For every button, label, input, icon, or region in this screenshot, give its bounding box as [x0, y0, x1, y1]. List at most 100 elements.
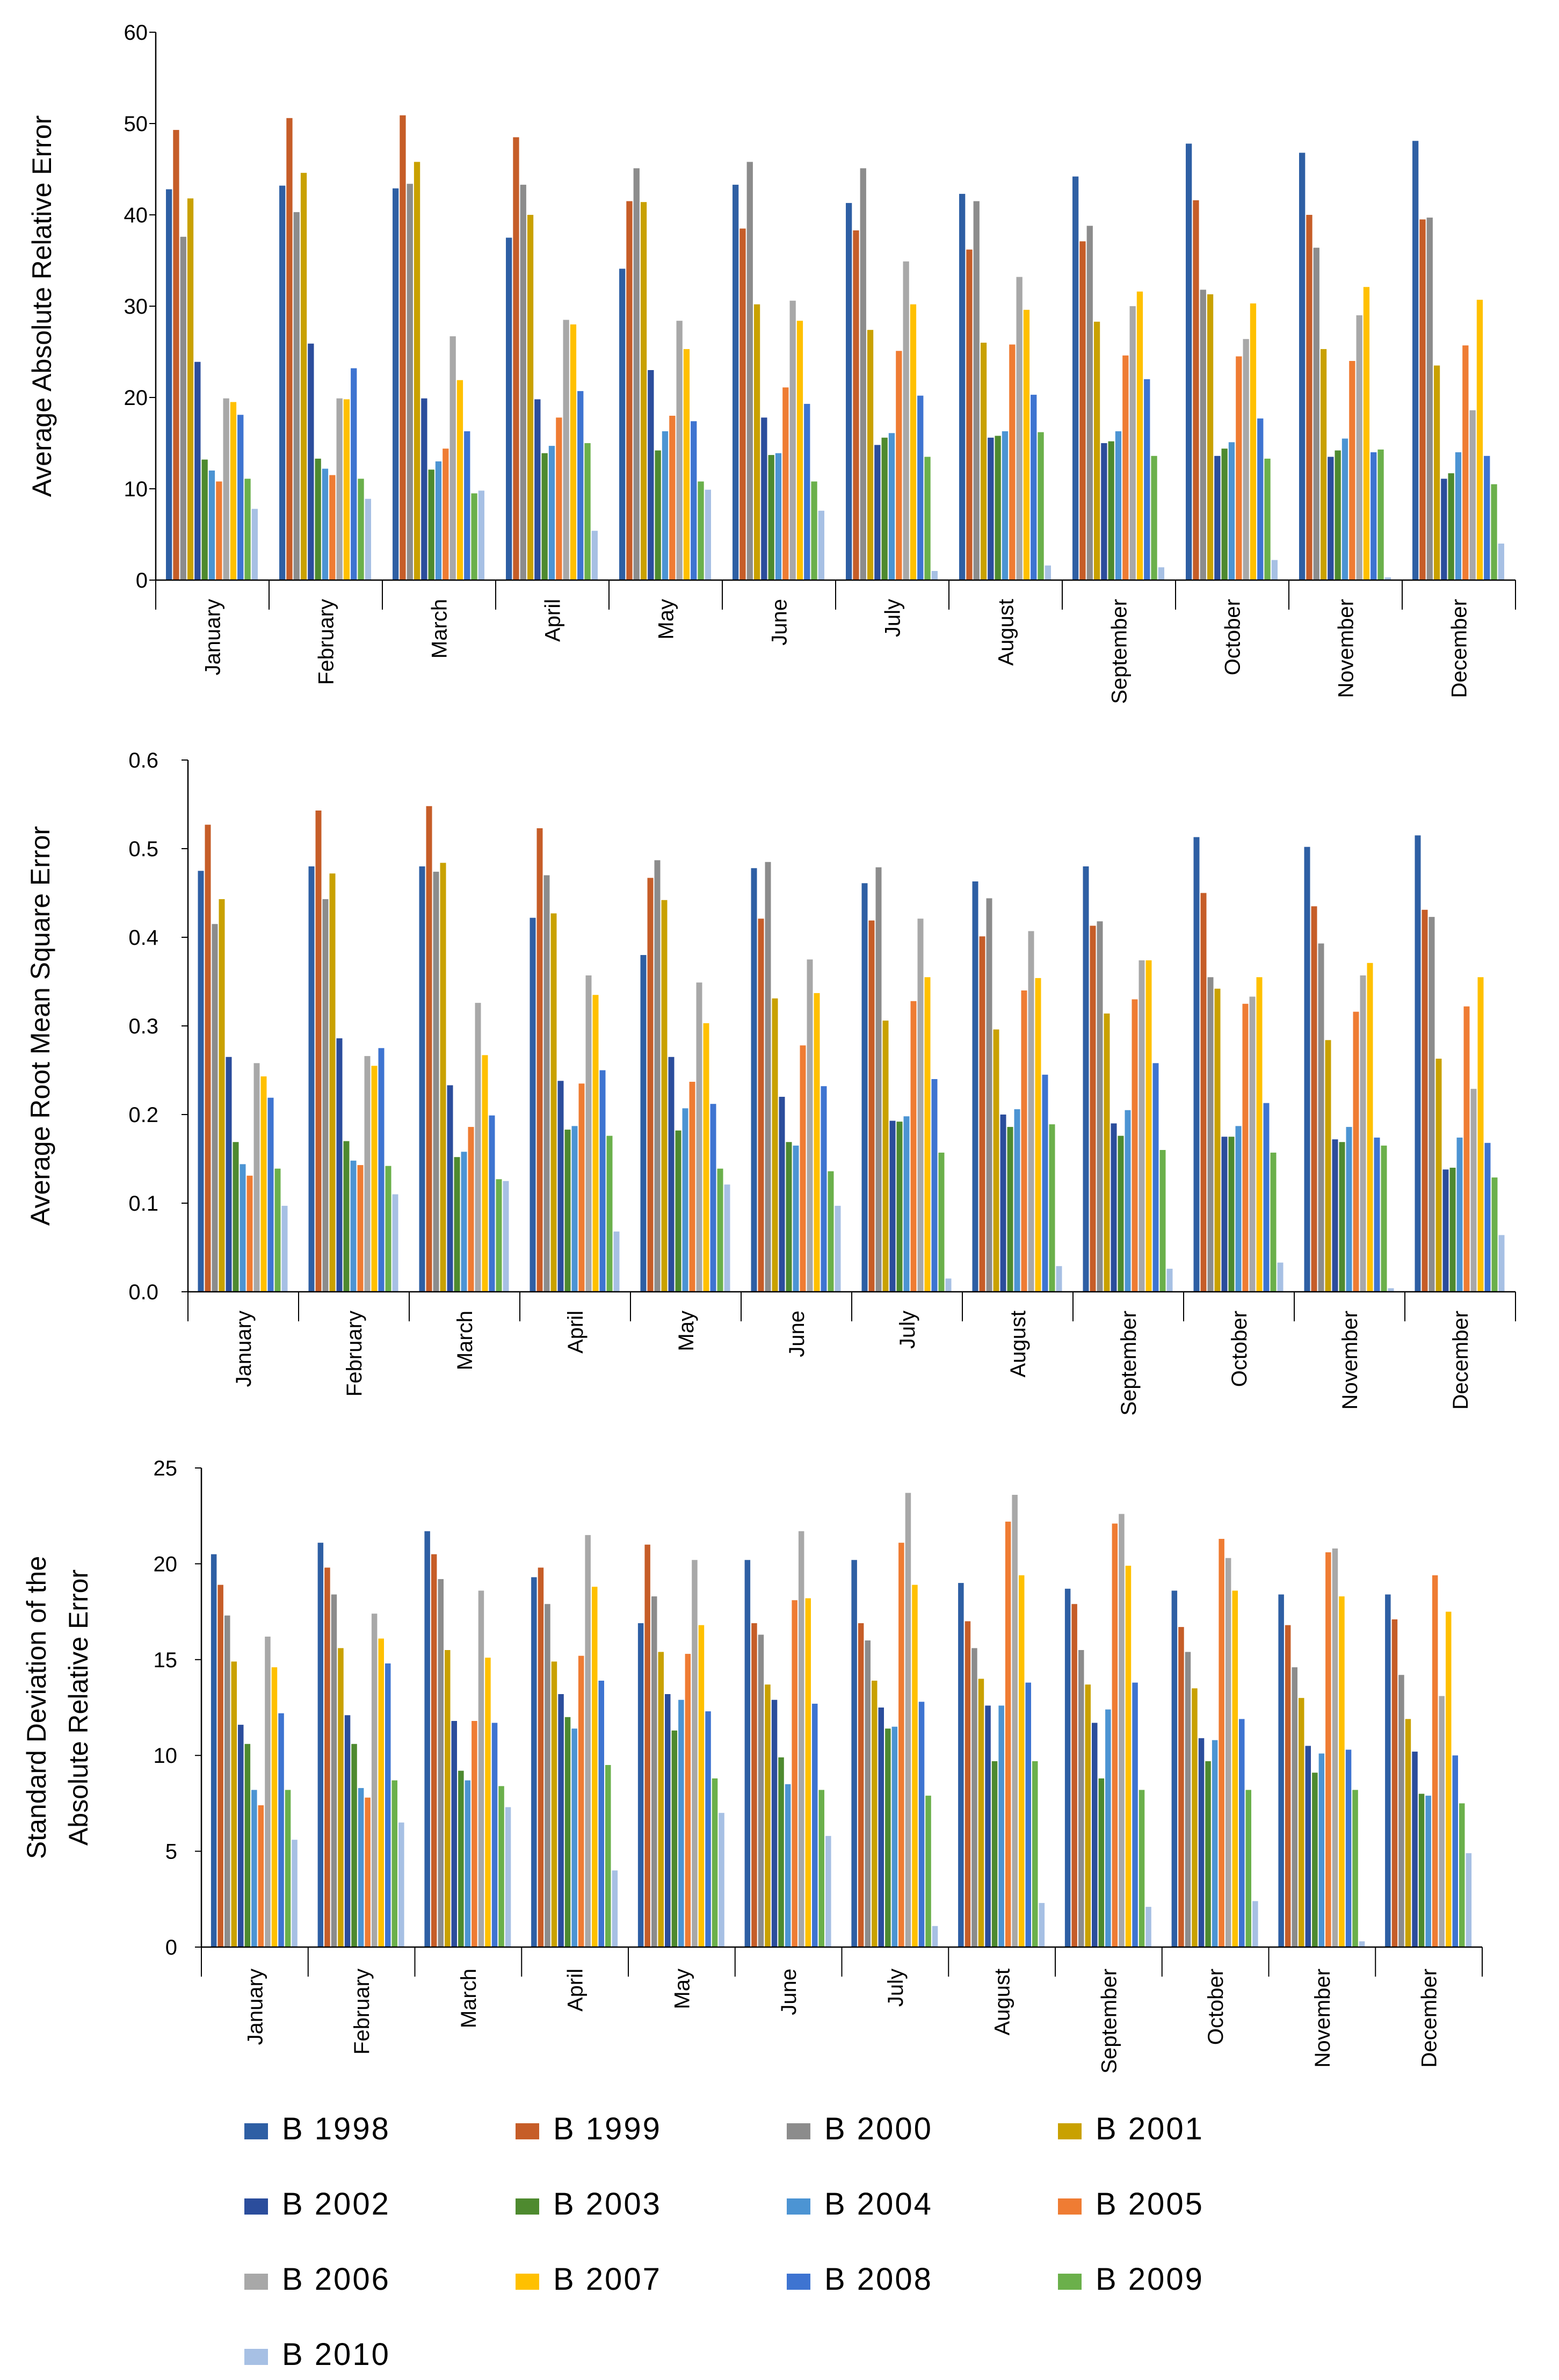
legend-swatch-b-1998: [244, 2123, 268, 2139]
y-axis-title: Average Absolute Relative Error: [27, 115, 57, 497]
legend-swatch-b-2009: [1058, 2274, 1082, 2290]
bar-b-2003-july: [881, 437, 888, 580]
bar-b-2002-may: [648, 370, 654, 580]
bar-b-2004-october: [1235, 1126, 1242, 1292]
y-axis-title: Average Root Mean Square Error: [25, 826, 55, 1226]
bar-b-1998-october: [1186, 143, 1192, 580]
bar-b-1999-may: [626, 201, 633, 580]
bar-b-2007-march: [485, 1658, 491, 1947]
bar-b-2009-june: [818, 1790, 824, 1947]
y-tick-label: 0: [165, 1936, 177, 1959]
bar-b-2008-november: [1345, 1749, 1352, 1947]
bar-b-2002-november: [1332, 1139, 1338, 1292]
bar-b-2010-july: [931, 571, 938, 580]
bar-b-2003-august: [995, 436, 1001, 580]
chart-average-root-mean-square-error: 0.0 0.1 0.2 0.3 0.4 0.5 0.6 January February Marc…: [25, 749, 1516, 1416]
y-axis-title: Absolute Relative Error: [63, 1569, 93, 1846]
bar-b-2008-april: [598, 1681, 604, 1947]
x-tick-label-july: July: [884, 1969, 908, 2007]
bar-b-2001-july: [872, 1681, 878, 1947]
bar-b-2004-february: [358, 1788, 364, 1947]
bar-b-2000-july: [875, 867, 882, 1292]
bar-b-2001-september: [1104, 1013, 1110, 1292]
bar-b-2000-november: [1318, 943, 1324, 1292]
bar-b-2002-may: [665, 1694, 671, 1947]
bar-b-2008-april: [577, 391, 584, 580]
bar-b-2004-february: [350, 1160, 357, 1292]
bar-b-2002-april: [534, 399, 541, 580]
y-tick-label: 60: [124, 21, 148, 45]
bar-b-2002-december: [1441, 479, 1447, 580]
bar-b-2002-january: [226, 1057, 232, 1292]
bar-b-2005-april: [578, 1655, 584, 1947]
bar-b-2002-july: [889, 1120, 896, 1292]
bar-b-2006-february: [371, 1614, 378, 1947]
bar-b-2009-april: [584, 443, 591, 580]
bar-b-2003-april: [564, 1130, 571, 1292]
bar-b-2002-january: [194, 361, 201, 580]
bar-b-2006-july: [903, 261, 909, 580]
bar-b-2004-december: [1456, 1137, 1463, 1292]
bar-b-2003-october: [1221, 448, 1228, 580]
bar-b-1999-june: [739, 228, 746, 580]
x-tick-label-may: May: [670, 1969, 694, 2009]
bar-b-2005-may: [685, 1654, 691, 1947]
bar-b-2005-october: [1242, 1003, 1249, 1292]
bar-b-2010-december: [1498, 1235, 1505, 1292]
bar-b-1999-march: [431, 1554, 437, 1947]
x-tick-label-march: March: [453, 1311, 477, 1370]
legend-label-b-2009: B 2009: [1096, 2262, 1204, 2297]
bar-b-2001-november: [1299, 1698, 1304, 1947]
bar-b-2000-march: [433, 871, 439, 1292]
bar-b-2001-january: [187, 198, 194, 580]
bar-b-2005-march: [443, 448, 449, 580]
x-tick-label-february: February: [315, 599, 338, 685]
bar-b-2007-july: [910, 304, 917, 580]
bar-b-2006-january: [265, 1637, 271, 1947]
bar-b-2008-november: [1371, 452, 1377, 580]
bar-b-2003-march: [454, 1157, 460, 1292]
bar-b-2002-april: [558, 1694, 564, 1947]
bar-b-2005-june: [800, 1045, 806, 1292]
bar-b-2004-september: [1125, 1110, 1131, 1292]
bar-b-2010-september: [1158, 567, 1164, 580]
bar-b-2006-october: [1249, 996, 1256, 1292]
bar-b-2000-july: [860, 168, 866, 580]
bar-b-2007-january: [230, 402, 237, 580]
bar-b-2001-july: [882, 1021, 889, 1292]
bar-b-1999-october: [1200, 893, 1207, 1292]
bar-b-2005-february: [329, 475, 336, 580]
bar-b-2008-march: [491, 1723, 498, 1947]
bar-b-2010-july: [945, 1278, 952, 1292]
y-tick-label: 25: [154, 1457, 178, 1480]
bar-b-1998-november: [1304, 847, 1310, 1292]
bar-b-2005-august: [1021, 990, 1027, 1292]
bar-b-2008-january: [278, 1713, 284, 1947]
bar-b-2000-september: [1097, 921, 1103, 1292]
bar-b-2009-february: [385, 1166, 391, 1292]
bar-b-2006-april: [585, 1535, 591, 1947]
bar-b-1998-november: [1278, 1594, 1284, 1947]
x-tick-label-january: January: [243, 1969, 267, 2045]
bar-b-2010-october: [1271, 560, 1278, 580]
bar-b-2008-may: [710, 1104, 716, 1292]
x-tick-label-march: March: [457, 1969, 481, 2028]
bar-b-2006-march: [449, 336, 456, 580]
bar-b-2004-august: [1002, 431, 1009, 580]
bar-b-2003-october: [1205, 1761, 1211, 1947]
bar-b-2009-august: [1032, 1761, 1038, 1947]
bar-b-2006-august: [1016, 277, 1023, 580]
y-tick-label: 30: [124, 295, 148, 319]
legend-swatch-b-2008: [787, 2274, 810, 2290]
bar-b-2000-june: [765, 862, 771, 1292]
bar-b-2007-october: [1250, 303, 1257, 580]
bar-b-1998-november: [1299, 153, 1306, 580]
bar-b-1998-february: [279, 185, 286, 581]
bar-b-2004-july: [888, 433, 895, 580]
bar-b-1999-august: [965, 1621, 971, 1947]
bar-b-1998-june: [744, 1560, 751, 1947]
bar-b-2001-december: [1433, 365, 1440, 580]
bar-b-2009-december: [1491, 484, 1497, 580]
bar-b-2009-february: [391, 1780, 397, 1947]
bar-b-1999-december: [1419, 219, 1426, 580]
